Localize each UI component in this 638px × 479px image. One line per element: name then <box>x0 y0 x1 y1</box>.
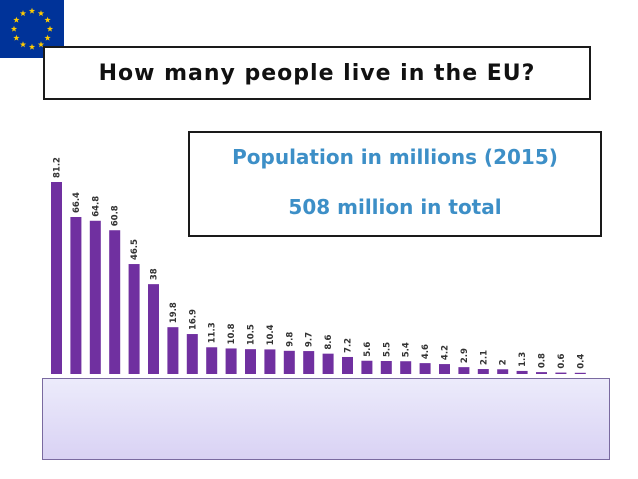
bar <box>516 370 528 374</box>
flag-star <box>37 10 45 17</box>
flag-star <box>28 43 36 50</box>
bar-value-label: 8.6 <box>324 335 334 350</box>
bar <box>206 347 218 374</box>
bar <box>109 230 121 374</box>
bar <box>264 349 276 374</box>
bar-value-label: 5.4 <box>402 342 412 357</box>
bar-value-label: 9.8 <box>285 332 295 347</box>
flag-star <box>13 16 20 23</box>
bar-value-label: 16.9 <box>188 309 198 330</box>
bar-value-label: 1.3 <box>518 352 528 367</box>
flag-star <box>46 25 54 32</box>
bar <box>225 348 237 374</box>
bar-value-label: 10.5 <box>247 324 257 345</box>
bar-value-label: 46.5 <box>130 239 140 260</box>
flag-star <box>44 34 51 41</box>
bar-value-label: 5.6 <box>363 342 373 357</box>
info-box: Population in millions (2015) 508 millio… <box>188 131 602 237</box>
bar <box>380 360 392 374</box>
bar-value-label: 10.8 <box>227 323 237 344</box>
bar-value-label: 66.4 <box>72 192 82 213</box>
info-subtitle-line2: 508 million in total <box>288 195 502 219</box>
bar-value-label: 0.8 <box>538 353 548 368</box>
bar <box>186 334 198 374</box>
bar-value-label: 81.2 <box>53 157 63 178</box>
bar <box>128 264 140 374</box>
bar-value-label: 4.2 <box>441 345 451 360</box>
bar <box>497 369 509 374</box>
bar <box>555 372 567 374</box>
bar-value-label: 9.7 <box>305 332 315 347</box>
flag-star <box>44 16 51 23</box>
bar <box>400 361 412 374</box>
bar-value-label: 2 <box>499 359 509 365</box>
bar <box>70 216 82 374</box>
bar-value-label: 38 <box>150 268 160 280</box>
bar-value-label: 60.8 <box>111 205 121 226</box>
bar <box>439 364 450 374</box>
bar-value-label: 11.3 <box>208 322 218 343</box>
bar <box>303 351 315 374</box>
info-subtitle-line1: Population in millions (2015) <box>232 145 558 169</box>
bar-value-label: 5.5 <box>382 342 392 357</box>
flag-star <box>19 10 27 17</box>
flag-star <box>37 41 45 48</box>
bar-value-label: 4.6 <box>421 344 431 359</box>
bar-value-label: 19.8 <box>169 302 179 323</box>
bar <box>167 327 179 374</box>
bar-value-label: 10.4 <box>266 324 276 345</box>
bar <box>458 367 470 374</box>
country-legend-band <box>42 378 610 460</box>
bar <box>322 353 334 374</box>
bar <box>342 356 353 374</box>
bar-value-label: 7.2 <box>344 338 354 353</box>
flag-star <box>13 34 20 41</box>
flag-star <box>10 25 18 32</box>
bar <box>361 360 373 374</box>
bar <box>283 350 295 374</box>
bar <box>148 284 159 374</box>
bar <box>419 363 431 374</box>
eu-flag-icon <box>0 0 64 58</box>
bar-value-label: 0.6 <box>557 353 567 368</box>
bar <box>477 369 489 374</box>
flag-star <box>19 41 27 48</box>
flag-star <box>28 7 36 14</box>
bar <box>51 182 62 374</box>
bar-value-label: 64.8 <box>91 196 101 217</box>
bar-value-label: 2.9 <box>460 348 470 363</box>
bar <box>245 349 256 374</box>
bar <box>536 372 547 374</box>
slide-title-text: How many people live in the EU? <box>98 60 536 86</box>
slide-title: How many people live in the EU? <box>43 46 591 100</box>
bar-value-label: 0.4 <box>576 354 586 369</box>
bar <box>574 372 586 374</box>
bar <box>89 220 101 374</box>
bar-value-label: 2.1 <box>479 350 489 365</box>
